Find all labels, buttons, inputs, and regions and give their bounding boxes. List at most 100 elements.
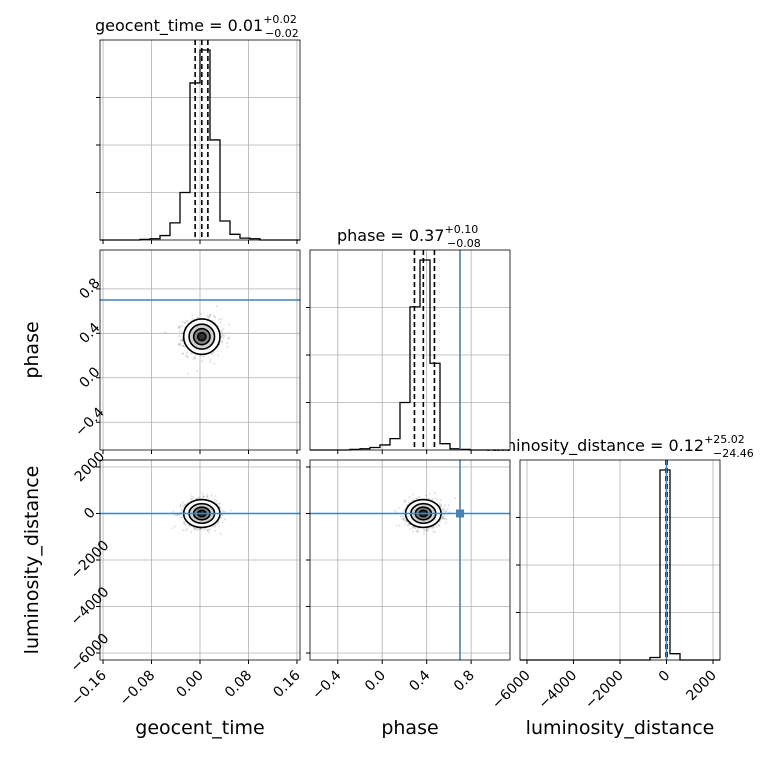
panel-geocent-time-vs-phase-point bbox=[164, 331, 167, 334]
panel-phase-vs-luminosity-distance-point bbox=[445, 510, 448, 513]
panel-geocent-time-vs-phase-point bbox=[209, 359, 212, 362]
panel-geocent-time-vs-luminosity-distance-point bbox=[202, 494, 205, 497]
panel-geocent-time-vs-phase-point bbox=[186, 351, 189, 354]
title-geocent-time-value: 0.01 bbox=[228, 16, 264, 35]
chart-marks: −0.16 −0.08 0.00 0.08 0.16 −0.4 0.0 0.4 0.8 −6000… bbox=[68, 39, 721, 713]
panel-geocent-time-vs-luminosity-distance-point bbox=[171, 527, 174, 530]
panel-phase-vs-luminosity-distance-point bbox=[439, 499, 442, 502]
panel-phase-vs-luminosity-distance-point bbox=[442, 516, 445, 519]
title-luminosity-distance: luminosity_distance = 0.12+25.02 bbox=[486, 433, 745, 456]
panel-phase-vs-luminosity-distance-point bbox=[401, 518, 404, 521]
panel-geocent-time-vs-luminosity-distance-point bbox=[198, 496, 201, 499]
panel-phase-vs-luminosity-distance-point bbox=[426, 529, 429, 532]
panel-phase-vs-luminosity-distance-point bbox=[405, 520, 408, 523]
panel-phase-vs-luminosity-distance-point bbox=[425, 529, 428, 532]
panel-geocent-time-vs-phase-point bbox=[207, 316, 210, 319]
panel-geocent-time-vs-phase-point bbox=[191, 314, 194, 317]
panel-phase-vs-luminosity-distance-point bbox=[402, 518, 405, 521]
panel-phase-vs-luminosity-distance-point bbox=[401, 515, 404, 518]
panel-geocent-time-vs-luminosity-distance-point bbox=[199, 528, 202, 531]
panel-geocent-time-vs-luminosity-distance-scatter bbox=[171, 492, 232, 535]
panel-geocent-time-vs-phase-point bbox=[221, 341, 224, 344]
panel-geocent-time-vs-luminosity-distance-point bbox=[207, 531, 210, 534]
title-phase-plus: +0.10 bbox=[444, 223, 478, 236]
panel-geocent-time-vs-phase-point bbox=[181, 345, 184, 348]
panel-phase-vs-luminosity-distance-point bbox=[424, 494, 427, 497]
panel-phase-vs-luminosity-distance-point bbox=[393, 509, 396, 512]
panel-phase-vs-luminosity-distance-point bbox=[403, 519, 406, 522]
panel-geocent-time-vs-luminosity-distance-point bbox=[193, 526, 196, 529]
panel-phase-vs-luminosity-distance-point bbox=[416, 530, 419, 533]
panel-geocent-time-vs-phase-point bbox=[227, 337, 230, 340]
xtick-label-geocent-time-1: −0.08 bbox=[117, 668, 159, 710]
panel-geocent-time-vs-luminosity-distance-point bbox=[182, 529, 185, 532]
panel-phase-vs-luminosity-distance-point bbox=[398, 524, 401, 527]
ylabel-phase: phase bbox=[21, 321, 43, 378]
panel-geocent-time-vs-luminosity-distance-point bbox=[182, 504, 185, 507]
ytick-label-phase-1: 0.0 bbox=[76, 364, 103, 391]
panel-geocent-time-vs-luminosity-distance-point bbox=[179, 505, 182, 508]
panel-geocent-time-vs-phase-point bbox=[179, 325, 182, 328]
panel-geocent-time-vs-luminosity-distance-point bbox=[184, 529, 187, 532]
panel-geocent-time-vs-phase-point bbox=[186, 372, 189, 375]
panel-geocent-time-vs-luminosity-distance-point bbox=[217, 520, 220, 523]
panel-phase-vs-luminosity-distance-point bbox=[430, 526, 433, 529]
panel-geocent-time-vs-luminosity-distance-frame bbox=[99, 459, 301, 661]
panel-geocent-time-vs-luminosity-distance-point bbox=[192, 495, 195, 498]
panel-geocent-time-vs-phase-point bbox=[210, 352, 213, 355]
panel-geocent-time-vs-luminosity-distance-point bbox=[199, 527, 202, 530]
panel-phase-vs-luminosity-distance-point bbox=[404, 499, 407, 502]
panel-phase-vs-luminosity-distance-point bbox=[411, 530, 414, 533]
panel-geocent-time-vs-luminosity-distance-point bbox=[218, 501, 221, 504]
panel-phase-vs-luminosity-distance-point bbox=[395, 524, 398, 527]
panel-geocent-time-vs-phase-point bbox=[221, 333, 224, 336]
panel-phase-vs-luminosity-distance-point bbox=[435, 526, 438, 529]
panel-phase-vs-luminosity-distance-point bbox=[433, 526, 436, 529]
ytick-label-phase-3: 0.8 bbox=[76, 275, 103, 302]
xtick-label-luminosity-distance-0: −6000 bbox=[489, 668, 534, 713]
panel-geocent-time-vs-phase-point bbox=[228, 323, 231, 326]
panel-geocent-time-vs-luminosity-distance-point bbox=[206, 529, 209, 532]
ylabel-luminosity-distance: luminosity_distance bbox=[21, 466, 43, 655]
panel-geocent-time-vs-luminosity-distance-point bbox=[207, 528, 210, 531]
panel-phase-vs-luminosity-distance-point bbox=[415, 497, 418, 500]
panel-phase-vs-luminosity-distance-point bbox=[423, 532, 426, 535]
title-geocent-time: geocent_time = 0.01+0.02 bbox=[95, 13, 297, 36]
title-luminosity-distance-plus: +25.02 bbox=[704, 433, 745, 446]
panel-geocent-time-vs-phase-point bbox=[215, 305, 218, 308]
panel-geocent-time-vs-phase-point bbox=[209, 361, 212, 364]
panel-geocent-time-vs-luminosity-distance-point bbox=[209, 528, 212, 531]
panel-geocent-time-vs-phase-point bbox=[219, 321, 222, 324]
panel-geocent-time-vs-luminosity-distance-point bbox=[180, 508, 183, 511]
panel-geocent-time-vs-phase-point bbox=[220, 340, 223, 343]
title-geocent-time-main: geocent_time = bbox=[95, 16, 228, 36]
panel-geocent-time-vs-luminosity-distance-point bbox=[213, 498, 216, 501]
panel-phase-vs-luminosity-distance-point bbox=[406, 524, 409, 527]
panel-geocent-time-vs-luminosity-distance-point bbox=[172, 510, 175, 513]
panel-geocent-time-vs-luminosity-distance-point bbox=[190, 495, 193, 498]
panel-geocent-time-vs-luminosity-distance-point bbox=[182, 520, 185, 523]
panel-geocent-time-vs-phase-point bbox=[182, 344, 185, 347]
panel-geocent-time-vs-luminosity-distance-point bbox=[201, 492, 204, 495]
panel-phase-vs-luminosity-distance-point bbox=[399, 515, 402, 518]
panel-geocent-time-vs-phase-point bbox=[191, 317, 194, 320]
panel-phase-vs-luminosity-distance-point bbox=[436, 498, 439, 501]
panel-geocent-time-vs-phase-point bbox=[196, 369, 199, 372]
xtick-label-luminosity-distance-1: −4000 bbox=[536, 668, 581, 713]
panel-geocent-time-vs-luminosity-distance-point bbox=[213, 525, 216, 528]
xtick-label-geocent-time-4: 0.16 bbox=[270, 667, 303, 700]
panel-geocent-time-vs-luminosity-distance-point bbox=[175, 514, 178, 517]
title-phase-minus: −0.08 bbox=[447, 237, 481, 250]
panel-geocent-time-vs-phase-point bbox=[181, 339, 184, 342]
panel-geocent-time-vs-phase-point bbox=[185, 319, 188, 322]
panel-phase-vs-luminosity-distance-point bbox=[394, 510, 397, 513]
hist-luminosity-distance-frame bbox=[519, 459, 721, 661]
panel-geocent-time-vs-phase-frame bbox=[99, 249, 301, 451]
panel-geocent-time-vs-luminosity-distance-point bbox=[182, 505, 185, 508]
ytick-label-phase-2: 0.4 bbox=[76, 320, 103, 347]
title-geocent-time-plus: +0.02 bbox=[263, 13, 297, 26]
panel-phase-vs-luminosity-distance-point bbox=[444, 521, 447, 524]
panel-phase-vs-luminosity-distance-point bbox=[442, 517, 445, 520]
panel-phase-vs-luminosity-distance-point bbox=[441, 517, 444, 520]
